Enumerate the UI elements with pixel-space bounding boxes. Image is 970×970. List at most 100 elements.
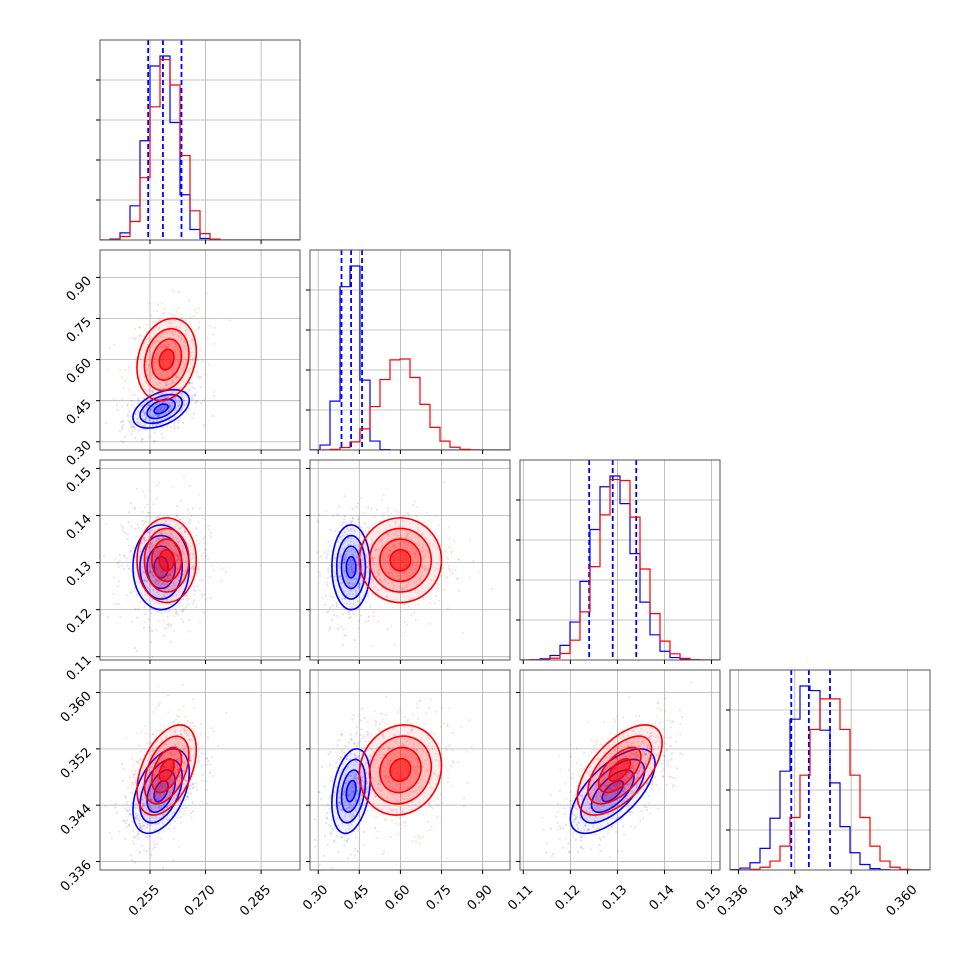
sample-point (344, 782, 347, 785)
sample-point (398, 816, 402, 819)
sample-point (189, 721, 192, 725)
sample-point (204, 555, 208, 558)
sample-point (181, 368, 184, 372)
sample-point (608, 828, 611, 831)
sample-point (420, 550, 423, 553)
sample-point (341, 836, 344, 839)
sample-point (349, 562, 352, 566)
sample-point (352, 571, 355, 575)
sample-point (352, 713, 355, 717)
sample-point (337, 758, 341, 761)
sample-point (154, 439, 157, 443)
sample-point (356, 744, 359, 747)
sample-point (148, 424, 151, 428)
sample-point (349, 616, 352, 619)
sample-point (171, 368, 174, 371)
sample-point (140, 542, 143, 545)
sample-point (338, 805, 341, 808)
sample-point (369, 543, 373, 546)
sample-point (394, 822, 398, 825)
sample-point (156, 414, 159, 417)
sample-point (180, 598, 183, 601)
sample-point (410, 598, 413, 601)
sample-point (350, 585, 353, 588)
sample-point (195, 329, 198, 332)
sample-point (386, 532, 390, 536)
sample-point (336, 513, 339, 516)
sample-point (148, 553, 151, 557)
sample-point (157, 798, 160, 801)
sample-point (133, 571, 136, 575)
sample-point (358, 619, 361, 622)
sample-point (154, 795, 157, 798)
sample-point (183, 727, 186, 730)
sample-point (351, 508, 354, 511)
sample-point (417, 542, 420, 545)
sample-point (570, 776, 573, 779)
sample-point (158, 788, 161, 791)
sample-point (356, 543, 360, 547)
sample-point (140, 557, 143, 560)
sample-point (358, 754, 361, 758)
sample-point (143, 388, 147, 391)
sample-point (348, 612, 351, 615)
sample-point (572, 832, 575, 835)
sample-point (144, 419, 147, 422)
sample-point (158, 515, 161, 518)
sample-point (165, 743, 168, 746)
sample-point (360, 794, 363, 797)
sample-point (148, 401, 151, 404)
sample-point (333, 561, 336, 565)
sample-point (590, 848, 593, 851)
sample-point (178, 353, 182, 356)
sample-point (335, 601, 338, 604)
sample-point (177, 335, 180, 338)
sample-point (200, 764, 203, 767)
sample-point (350, 549, 353, 552)
sample-point (348, 814, 351, 817)
sample-point (348, 581, 351, 585)
sample-point (344, 598, 347, 601)
sample-point (142, 848, 146, 851)
sample-point (140, 844, 143, 848)
sample-point (365, 787, 368, 790)
contour-level-0 (158, 757, 175, 783)
sample-point (160, 375, 163, 378)
sample-point (130, 425, 133, 429)
sample-point (372, 563, 376, 566)
sample-point (419, 578, 422, 581)
sample-point (184, 798, 187, 801)
sample-point (170, 561, 173, 564)
sample-point (417, 590, 420, 593)
scatter-series-1 (108, 683, 228, 854)
sample-point (171, 373, 174, 376)
sample-point (433, 772, 436, 776)
sample-point (161, 570, 164, 573)
sample-point (341, 809, 344, 812)
sample-point (568, 850, 571, 853)
panel-2-2 (516, 459, 721, 664)
sample-point (583, 751, 586, 754)
sample-point (133, 508, 136, 511)
sample-point (165, 373, 168, 376)
sample-point (174, 377, 177, 380)
sample-point (357, 824, 360, 827)
sample-point (174, 798, 177, 801)
sample-point (350, 570, 353, 573)
sample-point (356, 564, 359, 567)
sample-point (129, 424, 133, 427)
sample-point (358, 584, 361, 587)
sample-point (662, 727, 665, 731)
sample-point (207, 524, 210, 528)
sample-point (203, 535, 206, 538)
sample-point (167, 623, 170, 626)
sample-point (167, 409, 171, 413)
sample-point (349, 733, 353, 736)
sample-point (415, 706, 419, 709)
sample-point (179, 392, 183, 395)
sample-point (342, 561, 345, 565)
sample-point (147, 565, 150, 568)
density-level-2 (144, 528, 189, 592)
sample-point (437, 587, 440, 590)
contour-level-2 (139, 393, 184, 425)
